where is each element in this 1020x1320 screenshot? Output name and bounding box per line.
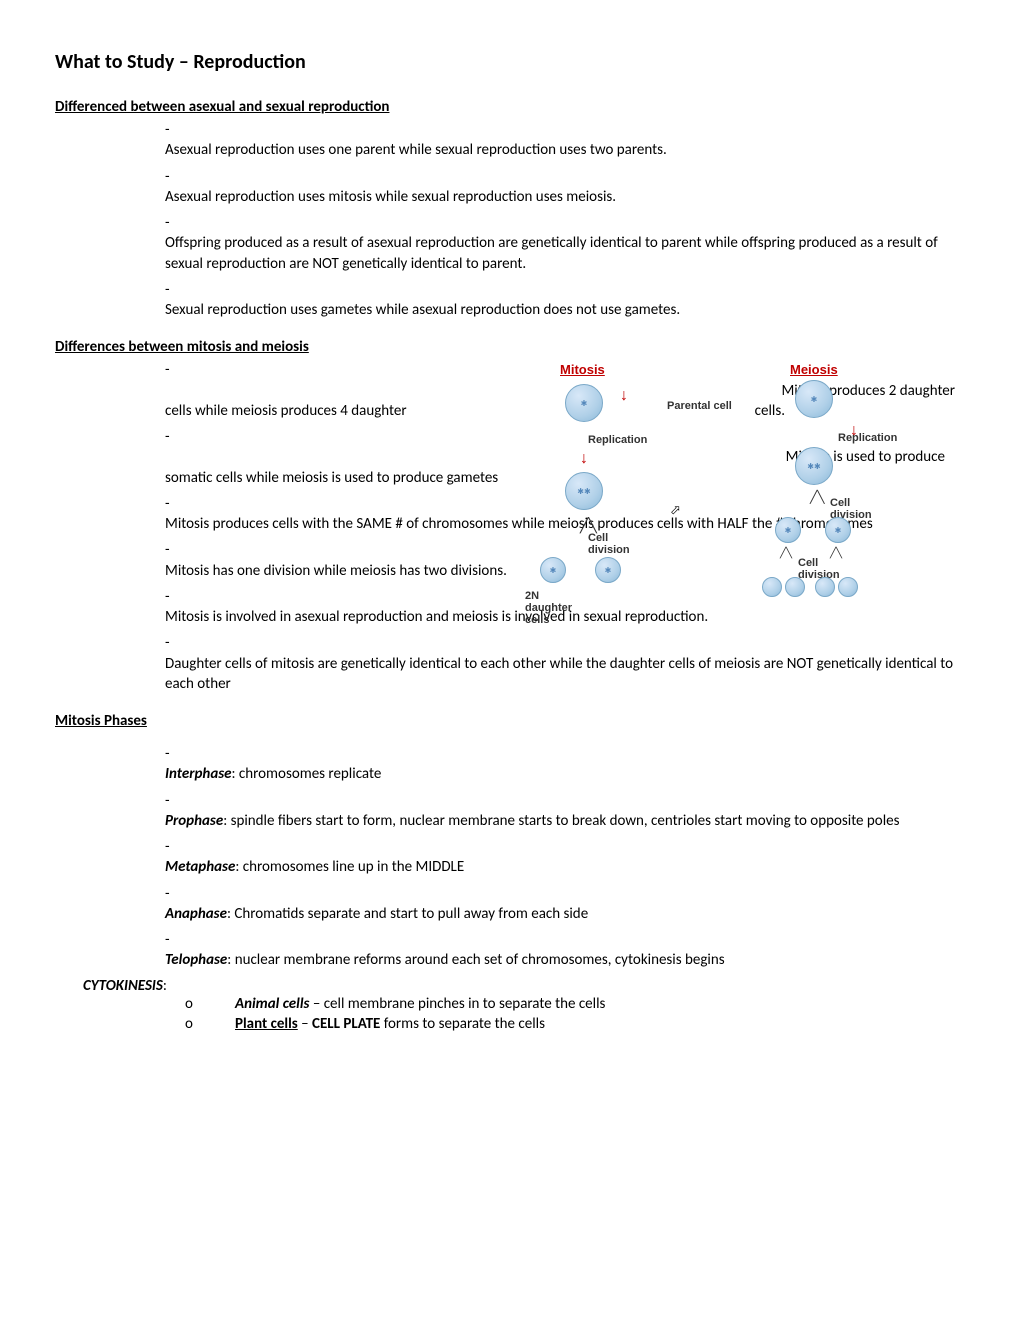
section-heading: Differences between mitosis and meiosis: [55, 338, 965, 356]
cytokinesis-label: CYTOKINESIS:: [83, 977, 965, 995]
sub-item-animal: oAnimal cells – cell membrane pinches in…: [185, 995, 965, 1013]
list-item: -Daughter cells of mitosis are genetical…: [165, 633, 965, 694]
phase-prophase: -Prophase: spindle fibers start to form,…: [165, 791, 965, 832]
phase-telophase: -Telophase: nuclear membrane reforms aro…: [165, 930, 965, 971]
list-item: - Mitosis produces 2 daughter cells whil…: [165, 360, 965, 421]
list-item: -Sexual reproduction uses gametes while …: [165, 280, 965, 321]
list-item: -Offspring produced as a result of asexu…: [165, 213, 965, 274]
list-item: -Asexual reproduction uses one parent wh…: [165, 120, 965, 161]
phase-anaphase: -Anaphase: Chromatids separate and start…: [165, 884, 965, 925]
section-asexual-sexual: Differenced between asexual and sexual r…: [55, 98, 965, 320]
section-heading: Mitosis Phases: [55, 712, 965, 730]
list-item: -Mitosis has one division while meiosis …: [165, 540, 965, 581]
sub-item-plant: oPlant cells – CELL PLATE forms to separ…: [185, 1015, 965, 1033]
phase-interphase: -Interphase: chromosomes replicate: [165, 744, 965, 785]
list-item: - Mitosis is used to produce somatic cel…: [165, 427, 965, 488]
section-mitosis-phases: Mitosis Phases -Interphase: chromosomes …: [55, 712, 965, 1033]
list-item: -Asexual reproduction uses mitosis while…: [165, 167, 965, 208]
list-item: -Mitosis produces cells with the SAME # …: [165, 494, 965, 535]
section-mitosis-meiosis: Differences between mitosis and meiosis …: [55, 338, 965, 694]
page-title: What to Study – Reproduction: [55, 50, 965, 74]
phase-metaphase: -Metaphase: chromosomes line up in the M…: [165, 837, 965, 878]
section-heading: Differenced between asexual and sexual r…: [55, 98, 965, 116]
list-item: -Mitosis is involved in asexual reproduc…: [165, 587, 965, 628]
